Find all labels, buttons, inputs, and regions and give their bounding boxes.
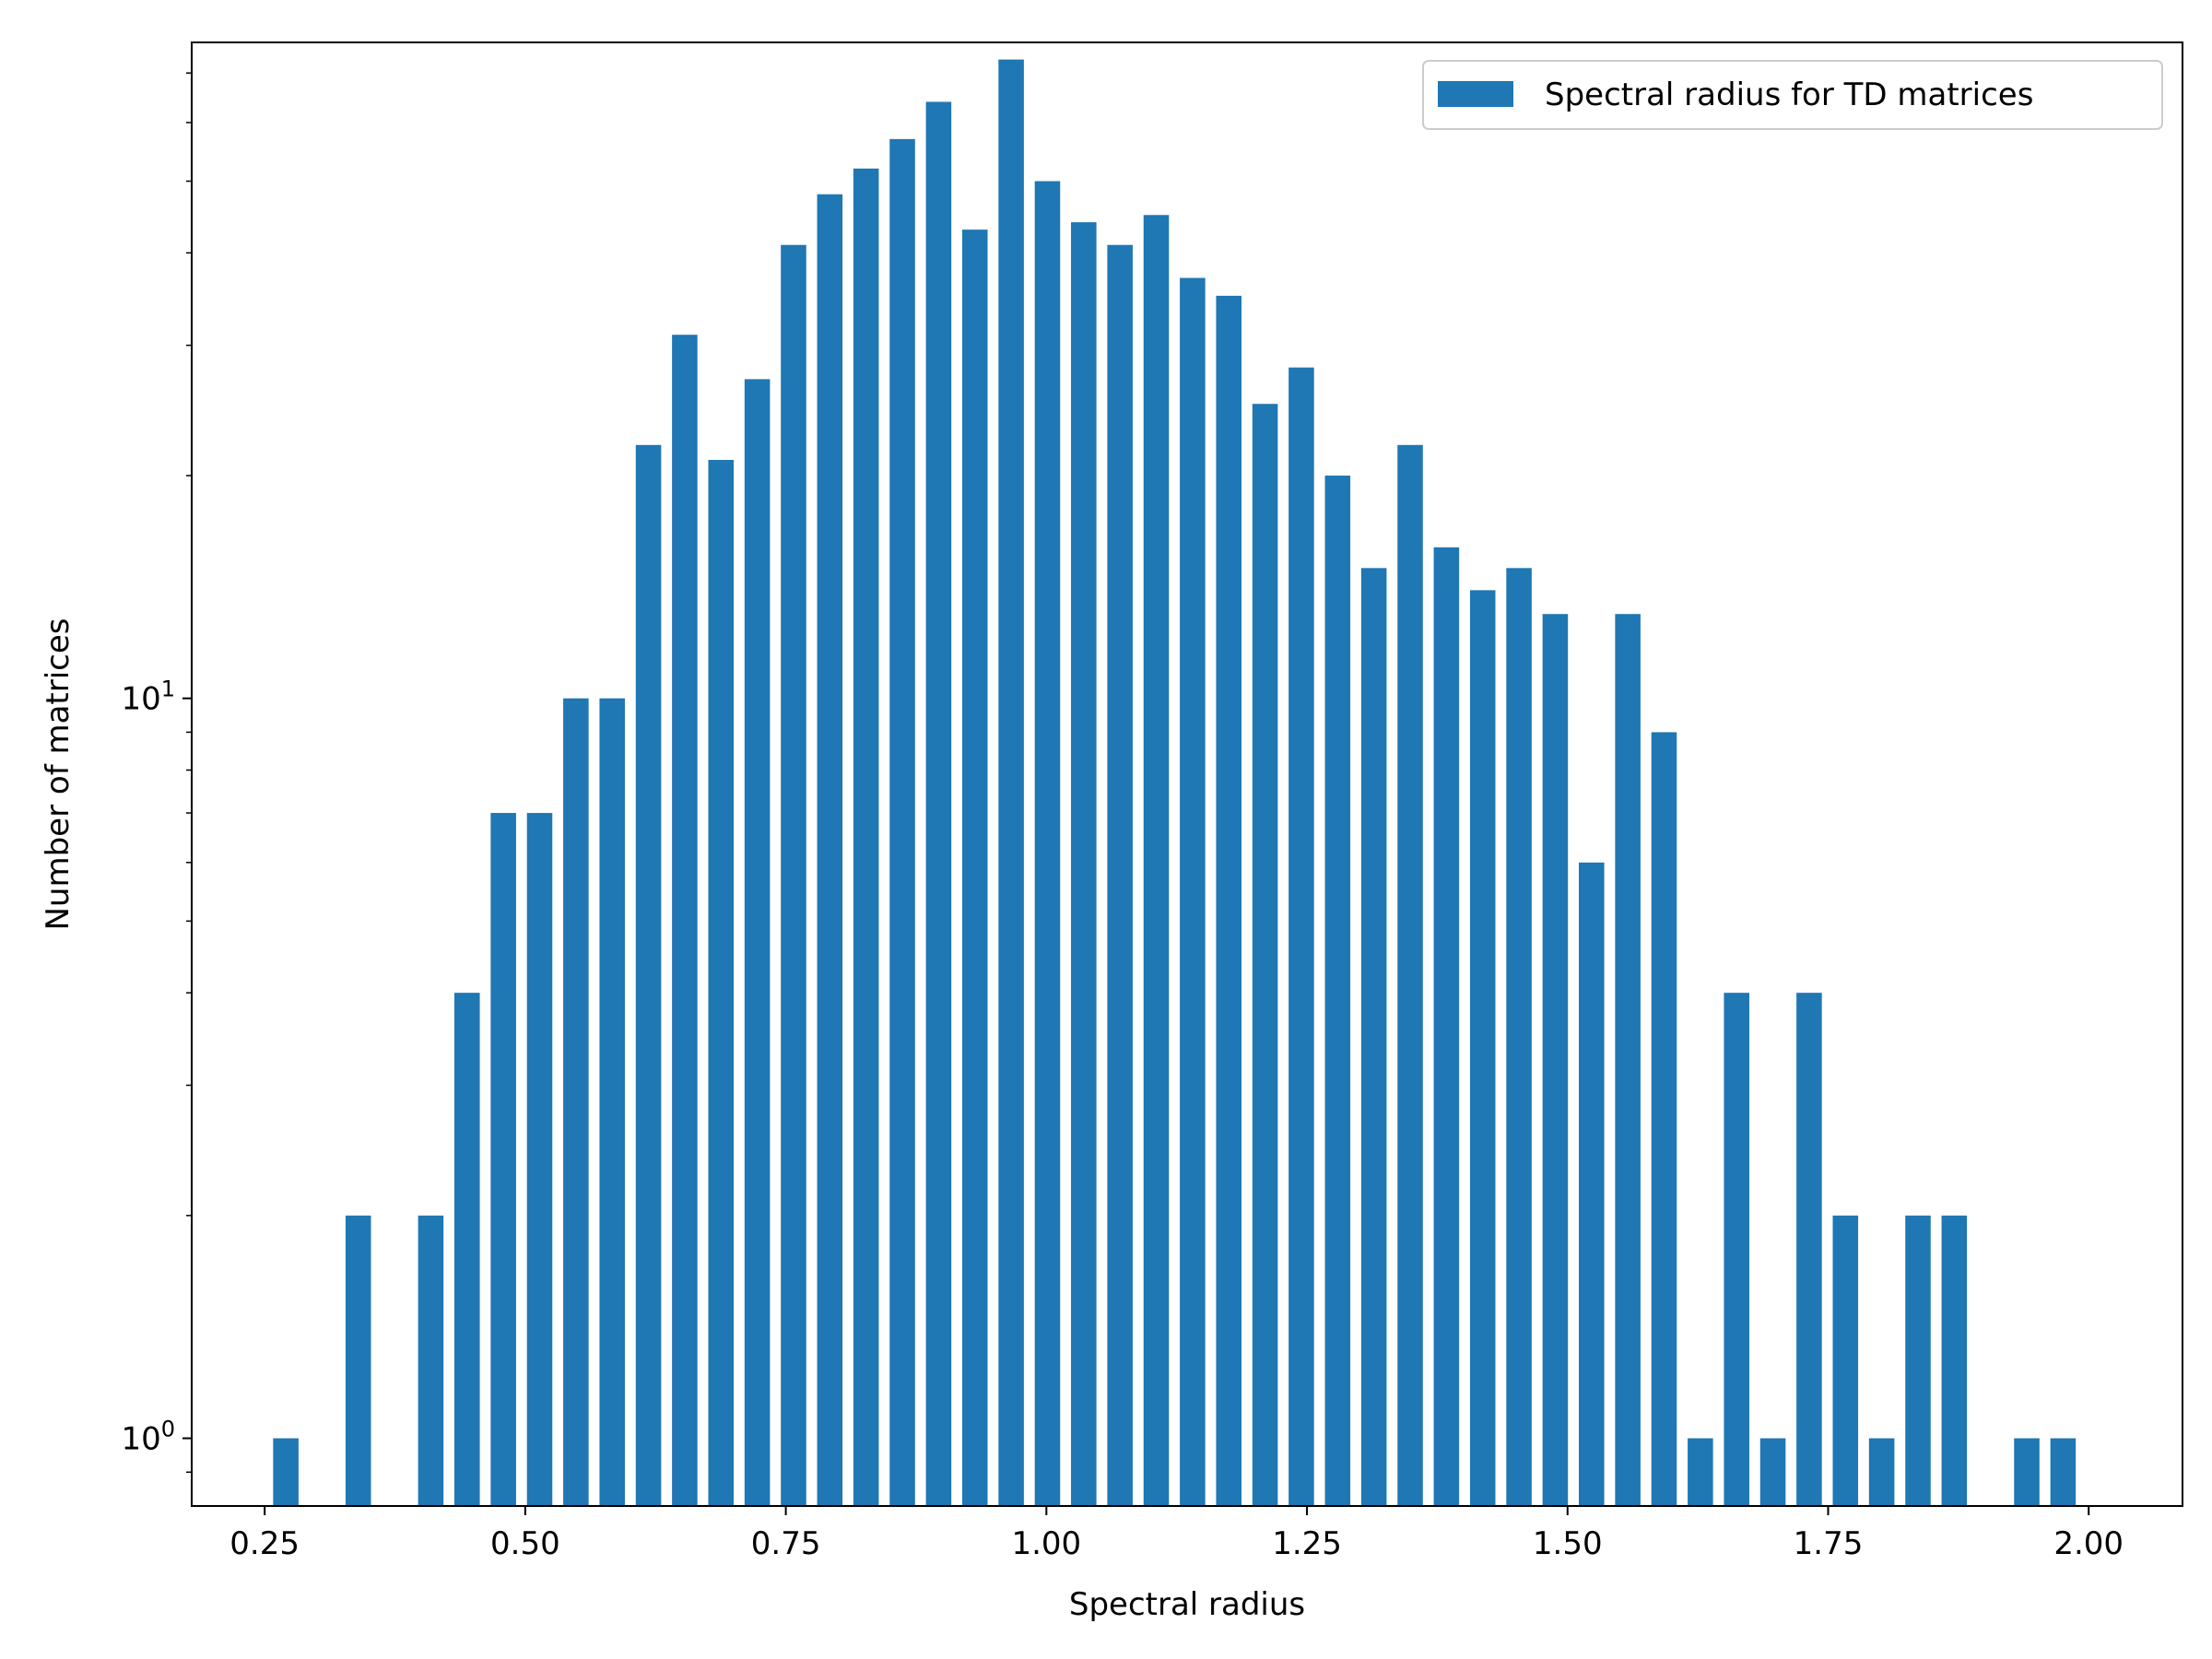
bar — [1724, 993, 1749, 1506]
bar — [490, 813, 516, 1506]
bar — [1216, 295, 1242, 1506]
legend-label: Spectral radius for TD matrices — [1545, 76, 2033, 113]
bar — [708, 460, 735, 1506]
bar — [1324, 476, 1351, 1506]
bar — [1252, 404, 1278, 1507]
bar — [889, 138, 915, 1507]
bar — [2050, 1438, 2077, 1506]
bar — [1579, 862, 1605, 1506]
bar — [1868, 1438, 1895, 1506]
legend-box — [1422, 60, 2163, 130]
bar — [1832, 1215, 1859, 1506]
legend-swatch — [1438, 81, 1513, 107]
axes-frame — [191, 41, 2183, 1507]
bar — [1759, 1438, 1786, 1506]
bar — [1034, 181, 1061, 1506]
bar — [925, 101, 952, 1507]
bar — [563, 698, 589, 1506]
x-tick-label: 0.50 — [490, 1525, 560, 1562]
bar — [1542, 614, 1569, 1506]
bars-group — [273, 59, 2077, 1507]
y-tick-label: 100 — [121, 1417, 175, 1458]
y-tick-label: 101 — [121, 677, 175, 718]
bar — [1469, 590, 1496, 1506]
bar — [1941, 1215, 1968, 1506]
bar — [961, 229, 988, 1506]
bar — [599, 698, 625, 1506]
bar — [1107, 244, 1133, 1506]
x-tick-label: 0.25 — [229, 1525, 300, 1562]
bar — [1397, 444, 1423, 1506]
x-tick-label: 1.75 — [1794, 1525, 1864, 1562]
bar — [635, 444, 662, 1506]
bar — [1360, 568, 1387, 1506]
bar — [1905, 1215, 1931, 1506]
bar — [781, 244, 806, 1506]
bar — [744, 379, 771, 1506]
bar — [1433, 547, 1460, 1506]
bar — [1688, 1438, 1713, 1506]
x-tick-label: 2.00 — [2053, 1525, 2124, 1562]
bar — [1796, 993, 1822, 1506]
bar — [526, 813, 553, 1506]
legend: Spectral radius for TD matrices — [1422, 60, 2163, 130]
y-axis-label: Number of matrices — [40, 618, 76, 930]
bar — [345, 1215, 371, 1506]
bar — [1651, 732, 1677, 1506]
bar — [418, 1215, 444, 1506]
bar — [2014, 1438, 2040, 1506]
bar — [454, 993, 480, 1506]
bar — [1071, 222, 1097, 1506]
bar — [998, 59, 1024, 1507]
x-tick-label: 0.75 — [751, 1525, 821, 1562]
bar — [817, 194, 843, 1506]
bar — [1506, 568, 1532, 1506]
bar — [1180, 277, 1206, 1506]
bar — [1615, 614, 1641, 1506]
x-axis-label: Spectral radius — [1069, 1586, 1305, 1623]
bar — [273, 1438, 299, 1506]
x-axis: 0.25 0.50 0.75 1.00 1.25 1.50 1.75 2.00 — [229, 1506, 2124, 1562]
y-axis: 100 101 — [121, 72, 192, 1474]
x-tick-label: 1.00 — [1011, 1525, 1081, 1562]
bar — [1143, 215, 1170, 1506]
x-tick-label: 1.50 — [1533, 1525, 1603, 1562]
x-tick-label: 1.25 — [1272, 1525, 1342, 1562]
bar — [1288, 367, 1314, 1507]
bar — [672, 335, 698, 1507]
bar — [853, 168, 879, 1506]
